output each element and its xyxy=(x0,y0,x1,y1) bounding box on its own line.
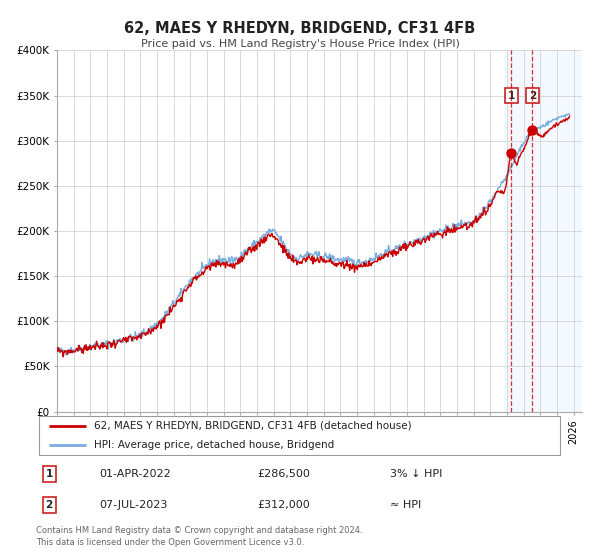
Text: Price paid vs. HM Land Registry's House Price Index (HPI): Price paid vs. HM Land Registry's House … xyxy=(140,39,460,49)
Bar xyxy=(504,50,582,412)
Text: 2: 2 xyxy=(529,91,536,101)
Text: 62, MAES Y RHEDYN, BRIDGEND, CF31 4FB: 62, MAES Y RHEDYN, BRIDGEND, CF31 4FB xyxy=(124,21,476,36)
Text: ≈ HPI: ≈ HPI xyxy=(390,500,421,510)
Text: £286,500: £286,500 xyxy=(258,469,311,479)
Text: This data is licensed under the Open Government Licence v3.0.: This data is licensed under the Open Gov… xyxy=(36,538,304,547)
FancyBboxPatch shape xyxy=(38,416,560,455)
Text: 1: 1 xyxy=(508,91,515,101)
Text: £312,000: £312,000 xyxy=(258,500,311,510)
Text: 01-APR-2022: 01-APR-2022 xyxy=(100,469,171,479)
Text: 3% ↓ HPI: 3% ↓ HPI xyxy=(390,469,442,479)
Text: 2: 2 xyxy=(46,500,53,510)
Text: Contains HM Land Registry data © Crown copyright and database right 2024.: Contains HM Land Registry data © Crown c… xyxy=(36,526,362,535)
Text: 07-JUL-2023: 07-JUL-2023 xyxy=(100,500,168,510)
Text: 62, MAES Y RHEDYN, BRIDGEND, CF31 4FB (detached house): 62, MAES Y RHEDYN, BRIDGEND, CF31 4FB (d… xyxy=(94,421,412,431)
Text: 1: 1 xyxy=(46,469,53,479)
Text: HPI: Average price, detached house, Bridgend: HPI: Average price, detached house, Brid… xyxy=(94,440,334,450)
